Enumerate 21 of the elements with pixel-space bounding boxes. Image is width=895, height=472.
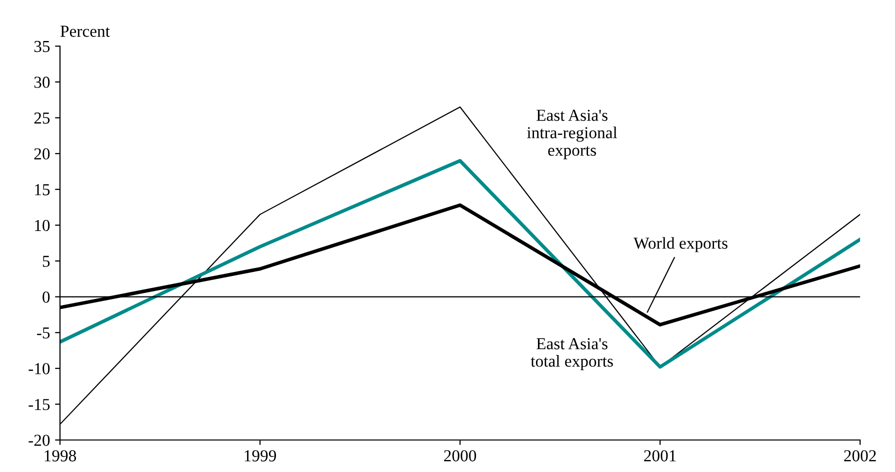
y-tick-label: 10	[35, 220, 50, 232]
y-tick-label: 20	[34, 148, 50, 160]
x-tick-label: 1998	[44, 450, 76, 462]
y-tick-label: -5	[37, 327, 50, 339]
annotation: East Asia's total exports	[530, 338, 613, 370]
y-axis-title: Percent	[60, 26, 110, 37]
y-tick-label: 30	[34, 76, 50, 88]
y-tick-label: 25	[34, 112, 50, 124]
x-tick-label: 2002	[844, 450, 876, 462]
x-tick-label: 2001	[644, 450, 676, 462]
y-tick-label: 15	[35, 184, 50, 196]
y-tick-label: 5	[42, 256, 50, 267]
y-tick-label: 0	[42, 291, 50, 303]
annotation: World exports	[634, 237, 728, 252]
x-tick-label: 1999	[244, 450, 276, 462]
x-tick-label: 2000	[444, 450, 476, 462]
y-tick-label: 35	[34, 40, 50, 52]
y-tick-label: -15	[28, 398, 50, 410]
y-tick-label: -10	[28, 363, 50, 374]
y-tick-label: -20	[28, 434, 50, 446]
annotation: East Asia's intra-regional exports	[527, 110, 618, 160]
